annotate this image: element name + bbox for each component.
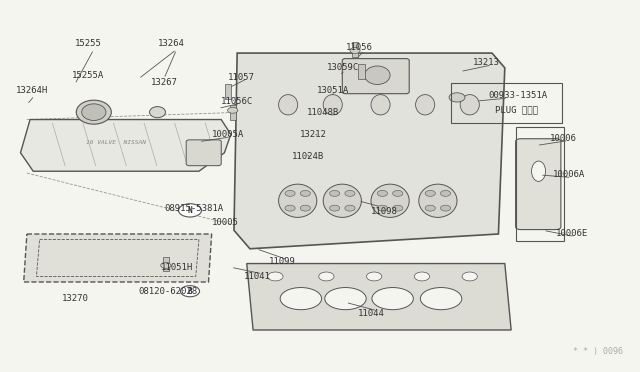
Text: 08915-5381A: 08915-5381A: [164, 203, 223, 213]
Text: 11056C: 11056C: [221, 97, 253, 106]
Text: 11051H: 11051H: [161, 263, 193, 272]
Circle shape: [462, 272, 477, 281]
Text: 15255A: 15255A: [72, 71, 104, 80]
Text: 11041: 11041: [244, 272, 271, 281]
Ellipse shape: [419, 184, 457, 217]
Text: 13212: 13212: [300, 130, 326, 139]
Text: 11056: 11056: [346, 43, 372, 52]
Ellipse shape: [460, 94, 479, 115]
Circle shape: [330, 205, 340, 211]
Ellipse shape: [76, 100, 111, 124]
Ellipse shape: [278, 94, 298, 115]
Text: 13051A: 13051A: [317, 86, 349, 94]
Text: 10006E: 10006E: [556, 230, 588, 238]
Ellipse shape: [323, 184, 362, 217]
Circle shape: [300, 205, 310, 211]
Text: 11057: 11057: [228, 73, 255, 81]
Ellipse shape: [278, 184, 317, 217]
FancyBboxPatch shape: [342, 59, 409, 94]
Text: 00933-1351A: 00933-1351A: [489, 91, 548, 100]
Ellipse shape: [532, 161, 545, 182]
Circle shape: [393, 205, 403, 211]
Ellipse shape: [150, 107, 166, 118]
Text: 13270: 13270: [62, 294, 89, 303]
Circle shape: [393, 190, 403, 196]
Ellipse shape: [415, 94, 435, 115]
Bar: [225, 84, 232, 99]
Polygon shape: [234, 53, 505, 249]
Circle shape: [330, 190, 340, 196]
Ellipse shape: [324, 288, 366, 310]
Text: 10006: 10006: [549, 134, 576, 142]
Ellipse shape: [371, 94, 390, 115]
Ellipse shape: [449, 93, 465, 102]
Ellipse shape: [372, 288, 413, 310]
Circle shape: [440, 190, 451, 196]
Circle shape: [161, 262, 171, 268]
Ellipse shape: [420, 288, 462, 310]
Circle shape: [440, 205, 451, 211]
Text: 13264: 13264: [157, 39, 184, 48]
Text: 15255: 15255: [75, 39, 102, 48]
Bar: [358, 64, 365, 79]
Circle shape: [378, 205, 388, 211]
Polygon shape: [246, 263, 511, 330]
Ellipse shape: [323, 94, 342, 115]
Circle shape: [378, 190, 388, 196]
Ellipse shape: [365, 66, 390, 84]
Circle shape: [285, 205, 295, 211]
Circle shape: [319, 272, 334, 281]
Circle shape: [179, 204, 202, 217]
Text: 10005A: 10005A: [212, 130, 244, 139]
FancyBboxPatch shape: [186, 140, 221, 166]
Circle shape: [268, 272, 283, 281]
Ellipse shape: [280, 288, 321, 310]
Text: 11099: 11099: [269, 257, 296, 266]
Bar: [230, 105, 236, 119]
Circle shape: [350, 48, 360, 54]
Circle shape: [228, 108, 238, 113]
Polygon shape: [24, 234, 212, 282]
Ellipse shape: [82, 104, 106, 121]
Circle shape: [425, 190, 435, 196]
Circle shape: [180, 286, 200, 297]
Circle shape: [425, 205, 435, 211]
Text: 11024B: 11024B: [292, 152, 324, 161]
Ellipse shape: [371, 184, 409, 217]
Text: 08120-62028: 08120-62028: [138, 287, 198, 296]
Circle shape: [414, 272, 429, 281]
Text: 13264H: 13264H: [15, 86, 47, 94]
Text: 11044: 11044: [358, 309, 385, 318]
FancyBboxPatch shape: [516, 139, 561, 230]
Circle shape: [285, 190, 295, 196]
Text: 10006A: 10006A: [552, 170, 585, 179]
Polygon shape: [20, 119, 231, 171]
Text: 13059C: 13059C: [326, 63, 358, 72]
Circle shape: [345, 190, 355, 196]
Circle shape: [345, 205, 355, 211]
Text: B: B: [188, 287, 192, 296]
Text: 16 VALVE  NISSAN: 16 VALVE NISSAN: [86, 140, 146, 145]
Text: 13267: 13267: [151, 78, 178, 87]
Text: 11098: 11098: [371, 207, 398, 217]
Text: PLUG プラグ: PLUG プラグ: [495, 106, 538, 115]
Circle shape: [300, 190, 310, 196]
Bar: [163, 257, 169, 271]
Circle shape: [367, 272, 382, 281]
Text: N: N: [188, 206, 192, 215]
Text: * * ) 0096: * * ) 0096: [573, 347, 623, 356]
Text: 10005: 10005: [212, 218, 239, 227]
Bar: [352, 42, 358, 57]
Text: 11048B: 11048B: [307, 108, 339, 117]
Text: 13213: 13213: [473, 58, 500, 67]
